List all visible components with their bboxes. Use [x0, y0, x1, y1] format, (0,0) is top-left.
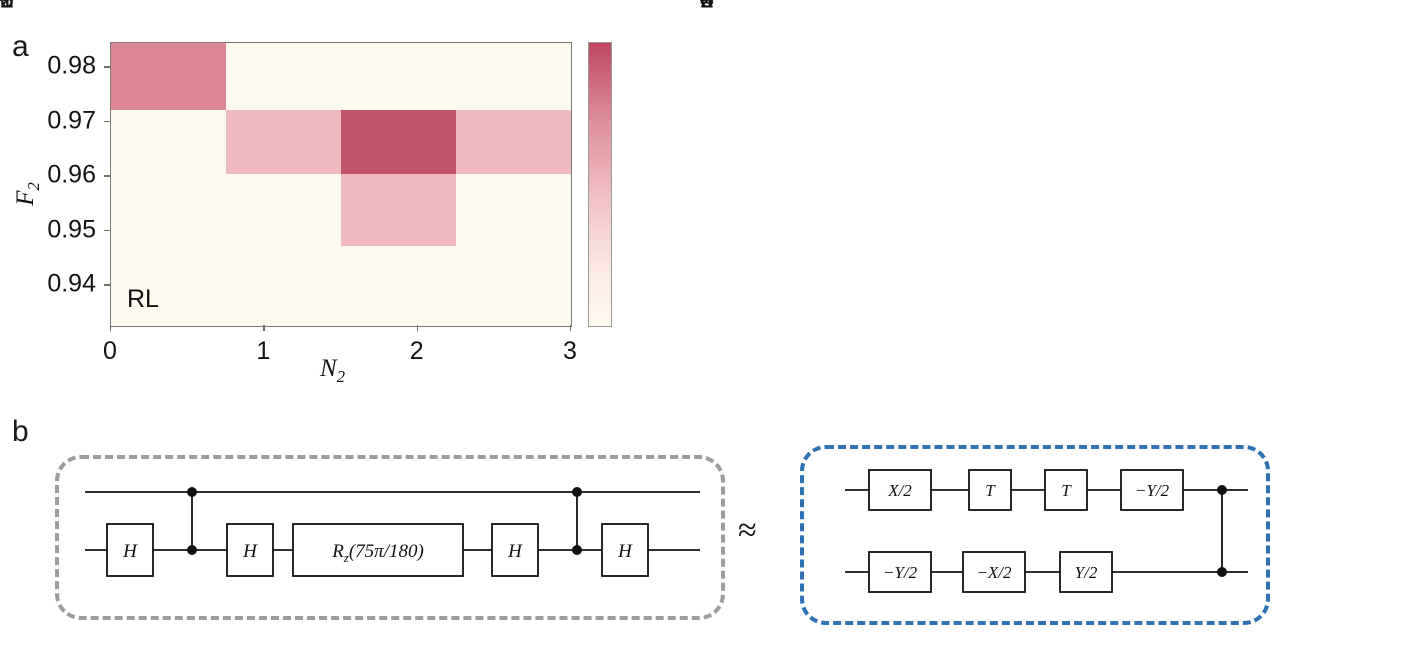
circuit-left-graphics: H H H H Rz(75π/180)	[85, 487, 700, 577]
y-tick-mark	[104, 66, 110, 68]
colorbar-tick-label: 4	[700, 0, 714, 15]
heatmap-cell	[111, 43, 226, 110]
gate-label: −Y/2	[1135, 481, 1170, 500]
y-tick-label: 0.95	[1402, 215, 1412, 244]
y-tick-label: 0.94	[1402, 270, 1412, 299]
y-tick-label: 0.98	[47, 51, 96, 80]
heatmap-cell	[456, 109, 571, 174]
cz-control-dot	[1217, 485, 1227, 495]
y-tick-mark	[104, 120, 110, 123]
approx-equals-symbol: ≈	[738, 512, 757, 549]
gate-label: −X/2	[976, 563, 1012, 582]
cz-control-dot	[187, 487, 197, 497]
y-tick-mark	[104, 284, 110, 286]
circuit-box-original	[55, 455, 725, 620]
cz-control-dot	[572, 487, 582, 497]
colorbar-tick-label: 6	[700, 0, 714, 15]
gate-box	[868, 469, 932, 511]
cz-target-dot	[572, 545, 582, 555]
y-tick-label: 0.96	[1402, 161, 1412, 190]
x-tick-mark	[263, 325, 265, 331]
y-tick-label: 0.98	[1402, 52, 1412, 81]
gate-label-rz-arg: (75π/180)	[349, 541, 424, 562]
y-tick-mark	[104, 229, 110, 232]
circuit-panel: ≈ H H H H Rz(75π/180) X/2 T T −Y/2 −Y/2 −X/2 Y/2	[0, 400, 1412, 658]
rl-plot-area: RL	[110, 42, 572, 327]
x-tick-mark	[110, 325, 112, 331]
gate-box	[1120, 469, 1184, 511]
rl-y-axis-title-sub: 2	[24, 182, 43, 191]
gate-label: T	[985, 481, 996, 500]
panel-label-a: a	[12, 30, 29, 63]
cz-target-dot	[187, 545, 197, 555]
colorbar-tick-mark	[0, 0, 6, 2]
gate-label-H: H	[242, 541, 258, 562]
gate-box	[968, 469, 1012, 511]
gate-label: X/2	[887, 481, 912, 500]
y-tick-label: 0.95	[47, 215, 96, 244]
x-tick-mark	[570, 325, 572, 331]
gate-box	[106, 523, 154, 577]
colorbar-tick-label: 0	[700, 0, 714, 15]
x-tick-label: 3	[563, 337, 577, 365]
x-tick-label: 1	[256, 337, 271, 365]
circuit-diagram-svg: H H H H Rz(75π/180) X/2 T T −Y/2 −Y/2 −X/2 Y/2	[85, 469, 1248, 593]
colorbar-tick-label: 3	[0, 0, 14, 15]
gate-label-H: H	[507, 541, 523, 562]
x-tick-mark	[416, 325, 419, 331]
rl-colorbar	[588, 42, 612, 327]
gate-box	[292, 523, 464, 577]
rl-x-axis-title-base: N	[320, 355, 337, 382]
rl-x-axis-title-sub: 2	[336, 367, 345, 386]
y-tick-label: 0.94	[47, 269, 96, 298]
y-tick-mark	[104, 175, 110, 177]
cz-target-dot	[1217, 567, 1227, 577]
colorbar-tick-label: 0	[0, 0, 14, 15]
colorbar-tick-label: 2	[700, 0, 714, 15]
x-tick-label: 2	[409, 337, 424, 365]
rl-method-label: RL	[127, 285, 159, 313]
heatmap-cell	[226, 109, 341, 174]
y-tick-label: 0.97	[47, 106, 96, 135]
gate-label-rz: Rz(75π/180)	[331, 541, 424, 565]
gate-label-H: H	[617, 541, 633, 562]
gate-box	[868, 551, 932, 593]
gate-label: Y/2	[1075, 563, 1098, 582]
gate-label: T	[1061, 481, 1072, 500]
panel-label-b: b	[12, 415, 29, 448]
circuit-right-graphics: X/2 T T −Y/2 −Y/2 −X/2 Y/2	[845, 469, 1248, 593]
gate-box	[226, 523, 274, 577]
x-tick-label: 0	[103, 337, 117, 365]
y-tick-label: 0.96	[47, 160, 96, 189]
rl-y-axis-title-base: F	[12, 190, 39, 206]
circuit-box-compiled	[800, 445, 1270, 625]
heatmap-cell	[341, 109, 456, 174]
colorbar-tick-mark	[700, 0, 706, 2]
gate-label-H: H	[122, 541, 138, 562]
gate-label: −Y/2	[883, 563, 918, 582]
gate-box	[601, 523, 649, 577]
gate-box	[1044, 469, 1088, 511]
gate-box	[962, 551, 1026, 593]
colorbar-tick-label: 2	[0, 0, 14, 15]
gate-box	[1059, 551, 1113, 593]
heatmap-cell	[341, 173, 456, 246]
rl-y-axis-title: F2	[12, 164, 44, 224]
y-tick-label: 0.97	[1402, 106, 1412, 135]
colorbar-tick-label: 1	[0, 0, 14, 15]
rl-x-axis-title: N2	[320, 355, 345, 387]
gate-label-rz-base: R	[331, 541, 344, 562]
gate-label-rz-sub: z	[343, 550, 349, 565]
gate-box	[491, 523, 539, 577]
